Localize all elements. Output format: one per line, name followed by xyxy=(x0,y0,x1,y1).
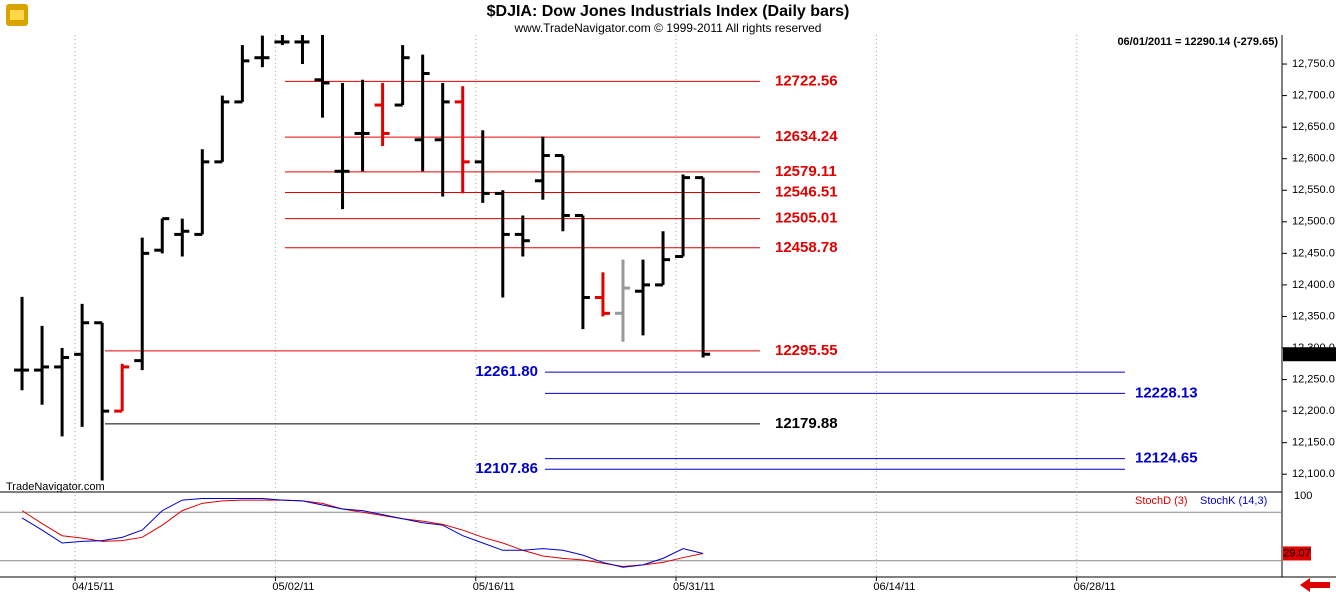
last-stoch-label: 29.07 xyxy=(1283,547,1311,559)
x-tick-label: 04/15/11 xyxy=(72,581,114,593)
last-stoch-box xyxy=(1283,546,1311,561)
level-label: 12295.55 xyxy=(775,342,838,359)
x-tick-label: 05/31/11 xyxy=(673,581,715,593)
y-tick-label: 12,250.0 xyxy=(1292,373,1335,385)
level-label: 12124.65 xyxy=(1135,450,1198,467)
x-tick-label: 06/14/11 xyxy=(873,581,915,593)
level-label: 12546.51 xyxy=(775,183,838,200)
level-label: 12505.01 xyxy=(775,210,838,227)
last-price-label: 12290.14 xyxy=(1286,348,1332,360)
chart-subtitle: www.TradeNavigator.com © 1999-2011 All r… xyxy=(514,21,822,35)
logo xyxy=(6,4,28,26)
stoch-line xyxy=(21,497,704,568)
stoch-tick-label: 100 xyxy=(1294,490,1312,502)
last-price-box xyxy=(1283,347,1336,362)
y-tick-label: 12,750.0 xyxy=(1292,58,1335,70)
scroll-arrow[interactable] xyxy=(1300,578,1330,592)
y-tick-label: 12,200.0 xyxy=(1292,405,1335,417)
y-tick-label: 12,400.0 xyxy=(1292,279,1335,291)
y-tick-label: 12,550.0 xyxy=(1292,184,1335,196)
level-label: 12261.80 xyxy=(475,363,538,380)
y-tick-label: 12,600.0 xyxy=(1292,153,1335,165)
y-tick-label: 12,100.0 xyxy=(1292,468,1335,480)
legend-entry: StochK (14,3) xyxy=(1200,495,1267,507)
level-label: 12722.56 xyxy=(775,72,838,89)
chart-title: $DJIA: Dow Jones Industrials Index (Dail… xyxy=(487,3,850,20)
x-tick-label: 05/02/11 xyxy=(272,581,314,593)
y-tick-label: 12,350.0 xyxy=(1292,310,1335,322)
y-tick-label: 12,500.0 xyxy=(1292,216,1335,228)
x-tick-label: 05/16/11 xyxy=(473,581,515,593)
level-label: 12179.88 xyxy=(775,415,838,432)
x-tick-label: 06/28/11 xyxy=(1074,581,1116,593)
y-tick-label: 12,450.0 xyxy=(1292,247,1335,259)
level-label: 12228.13 xyxy=(1135,384,1198,401)
status-line: 06/01/2011 = 12290.14 (-279.65) xyxy=(1117,36,1278,48)
level-label: 12458.78 xyxy=(775,239,838,256)
y-tick-label: 12,650.0 xyxy=(1292,121,1335,133)
y-tick-label: 12,700.0 xyxy=(1292,89,1335,101)
level-label: 12579.11 xyxy=(775,163,837,180)
y-tick-label: 12,150.0 xyxy=(1292,437,1335,449)
legend-entry: StochD (3) xyxy=(1135,495,1188,507)
watermark: TradeNavigator.com xyxy=(6,481,105,493)
level-label: 12107.86 xyxy=(475,460,538,477)
stoch-line xyxy=(21,499,704,567)
level-label: 12634.24 xyxy=(775,128,838,145)
